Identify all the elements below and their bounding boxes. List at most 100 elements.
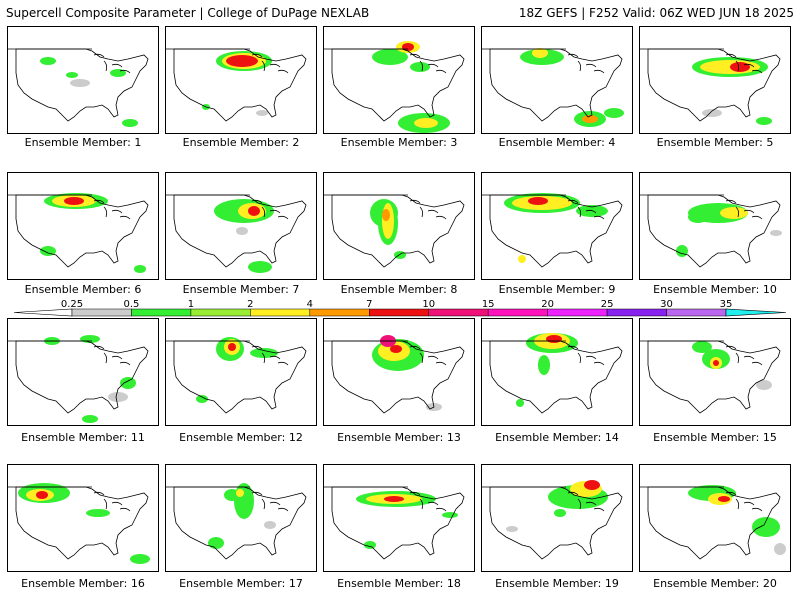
conus-map bbox=[166, 337, 307, 414]
scp-shading bbox=[236, 489, 244, 497]
us-coastline bbox=[647, 486, 781, 560]
scp-shading bbox=[713, 360, 719, 366]
ensemble-member-map-1 bbox=[7, 26, 159, 134]
scp-shading bbox=[546, 335, 562, 343]
scp-shading bbox=[108, 392, 128, 402]
us-coastline bbox=[489, 486, 623, 560]
scale-segment bbox=[190, 308, 251, 317]
conus-map bbox=[324, 486, 465, 560]
product-title: Supercell Composite Parameter | College … bbox=[6, 6, 370, 20]
member-label: Ensemble Member: 3 bbox=[340, 136, 458, 149]
scp-shading bbox=[256, 110, 268, 116]
scale-tick-label: 20 bbox=[541, 299, 554, 310]
member-label: Ensemble Member: 10 bbox=[653, 283, 777, 296]
great-lakes-outline bbox=[567, 345, 605, 366]
conus-map bbox=[482, 333, 623, 414]
conus-map bbox=[482, 48, 624, 127]
member-label: Ensemble Member: 12 bbox=[179, 431, 303, 444]
us-coastline bbox=[331, 194, 465, 268]
scp-shading bbox=[248, 261, 272, 273]
scp-shading bbox=[110, 69, 126, 77]
scp-shading bbox=[756, 380, 772, 390]
scale-tick-label: 1 bbox=[188, 299, 194, 310]
scale-tick-label: 4 bbox=[307, 299, 313, 310]
ensemble-member-map-6 bbox=[7, 172, 159, 280]
us-coastline bbox=[331, 48, 465, 122]
scale-segment bbox=[71, 308, 132, 317]
scale-tick-label: 7 bbox=[366, 299, 372, 310]
member-label: Ensemble Member: 9 bbox=[498, 283, 616, 296]
scp-shading bbox=[604, 108, 624, 118]
scp-shading bbox=[134, 265, 146, 273]
scp-shading bbox=[506, 526, 518, 532]
scp-shading bbox=[584, 480, 600, 490]
great-lakes-outline bbox=[93, 345, 131, 366]
conus-map bbox=[640, 485, 786, 560]
valid-time: 18Z GEFS | F252 Valid: 06Z WED JUN 18 20… bbox=[518, 6, 794, 20]
us-coastline bbox=[15, 48, 149, 122]
scp-shading bbox=[86, 509, 110, 517]
scp-shading bbox=[538, 355, 550, 375]
us-coastline bbox=[173, 48, 307, 122]
conus-map bbox=[166, 194, 307, 273]
scale-tick-label: 0.5 bbox=[124, 299, 140, 310]
ensemble-member-map-13 bbox=[323, 318, 475, 426]
conus-map bbox=[640, 48, 781, 125]
member-label: Ensemble Member: 15 bbox=[653, 431, 777, 444]
great-lakes-outline bbox=[251, 53, 289, 74]
us-coastline bbox=[15, 486, 149, 560]
scp-shading bbox=[196, 395, 208, 403]
scp-shading bbox=[120, 377, 136, 389]
great-lakes-outline bbox=[93, 199, 131, 220]
scp-shading bbox=[40, 246, 56, 256]
great-lakes-outline bbox=[567, 199, 605, 220]
scale-segment bbox=[487, 308, 548, 317]
scale-tick-label: 25 bbox=[601, 299, 614, 310]
member-label: Ensemble Member: 2 bbox=[182, 136, 300, 149]
conus-map bbox=[8, 483, 150, 564]
ensemble-member-map-16 bbox=[7, 464, 159, 572]
ensemble-member-map-19 bbox=[481, 464, 633, 572]
scp-shading bbox=[528, 197, 548, 205]
scp-shading bbox=[36, 491, 48, 499]
conus-map bbox=[640, 194, 782, 268]
member-label: Ensemble Member: 5 bbox=[656, 136, 774, 149]
color-scale: 0.25 0.5 1 2 4 7 10 15 20 25 30 35 bbox=[0, 298, 800, 320]
scp-shading bbox=[208, 537, 224, 549]
member-label: Ensemble Member: 17 bbox=[179, 577, 303, 590]
ensemble-member-map-2 bbox=[165, 26, 317, 134]
scale-tick-label: 30 bbox=[660, 299, 673, 310]
us-coastline bbox=[489, 48, 623, 122]
scp-shading bbox=[364, 541, 376, 549]
us-coastline bbox=[331, 486, 465, 560]
member-label: Ensemble Member: 20 bbox=[653, 577, 777, 590]
member-label: Ensemble Member: 18 bbox=[337, 577, 461, 590]
great-lakes-outline bbox=[409, 199, 447, 220]
scp-shading bbox=[692, 341, 712, 353]
scp-shading bbox=[226, 55, 258, 67]
ensemble-member-map-20 bbox=[639, 464, 791, 572]
member-label: Ensemble Member: 16 bbox=[21, 577, 145, 590]
ensemble-member-map-11 bbox=[7, 318, 159, 426]
conus-map bbox=[166, 48, 307, 122]
great-lakes-outline bbox=[251, 345, 289, 366]
scp-shading bbox=[64, 197, 84, 205]
ensemble-member-map-7 bbox=[165, 172, 317, 280]
conus-map bbox=[324, 41, 465, 133]
scale-tick-label: 15 bbox=[482, 299, 495, 310]
ensemble-member-map-12 bbox=[165, 318, 317, 426]
scale-segment bbox=[666, 308, 727, 317]
scp-shading bbox=[70, 79, 90, 87]
scp-shading bbox=[372, 49, 408, 65]
scale-segment bbox=[428, 308, 489, 317]
conus-map bbox=[166, 483, 307, 560]
member-label: Ensemble Member: 11 bbox=[21, 431, 145, 444]
scp-shading bbox=[384, 496, 404, 502]
us-coastline bbox=[647, 340, 781, 414]
scale-segment bbox=[547, 308, 608, 317]
member-label: Ensemble Member: 13 bbox=[337, 431, 461, 444]
scp-shading bbox=[394, 251, 406, 259]
ensemble-member-map-9 bbox=[481, 172, 633, 280]
scp-shading bbox=[532, 48, 548, 58]
scp-shading bbox=[518, 255, 526, 263]
